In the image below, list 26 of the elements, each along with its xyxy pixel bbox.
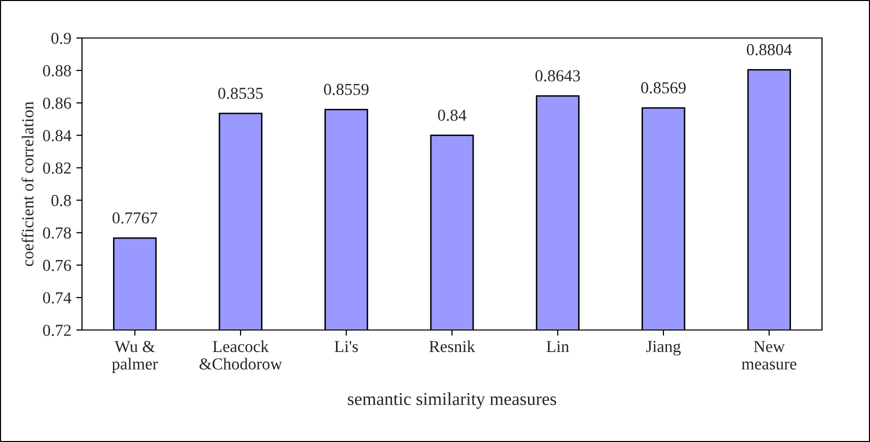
y-tick-label: 0.86: [43, 98, 72, 109]
y-tick-label: 0.72: [43, 324, 71, 336]
data-label: 0.8569: [641, 82, 686, 94]
x-tick-label: Li's: [334, 340, 358, 352]
y-tick-label: 0.74: [43, 292, 72, 304]
x-tick-label: Wu & palmer: [112, 340, 158, 373]
x-tick-label: Leacock &Chodorow: [200, 340, 282, 370]
x-tick-label: Resnik: [429, 340, 476, 352]
data-label: 0.8559: [324, 84, 369, 96]
data-label: 0.8643: [535, 70, 580, 82]
y-axis-title: coefficient of correlation: [22, 102, 34, 266]
x-axis-title: semantic similarity measures: [348, 392, 556, 409]
y-tick-label: 0.78: [43, 227, 71, 239]
data-label: 0.8535: [218, 88, 263, 100]
data-label: 0.84: [438, 110, 466, 121]
y-tick-label: 0.8: [51, 194, 71, 206]
data-label: 0.8804: [746, 44, 792, 56]
y-tick-label: 0.9: [51, 32, 71, 44]
x-tick-label: Lin: [546, 340, 570, 352]
y-tick-label: 0.82: [43, 162, 71, 174]
data-label: 0.7767: [112, 212, 158, 224]
x-tick-label: Jiang: [646, 340, 681, 356]
y-tick-label: 0.84: [43, 130, 72, 142]
x-tick-label: New measure: [742, 341, 796, 370]
y-tick-label: 0.76: [43, 260, 72, 272]
y-tick-label: 0.88: [43, 65, 71, 76]
